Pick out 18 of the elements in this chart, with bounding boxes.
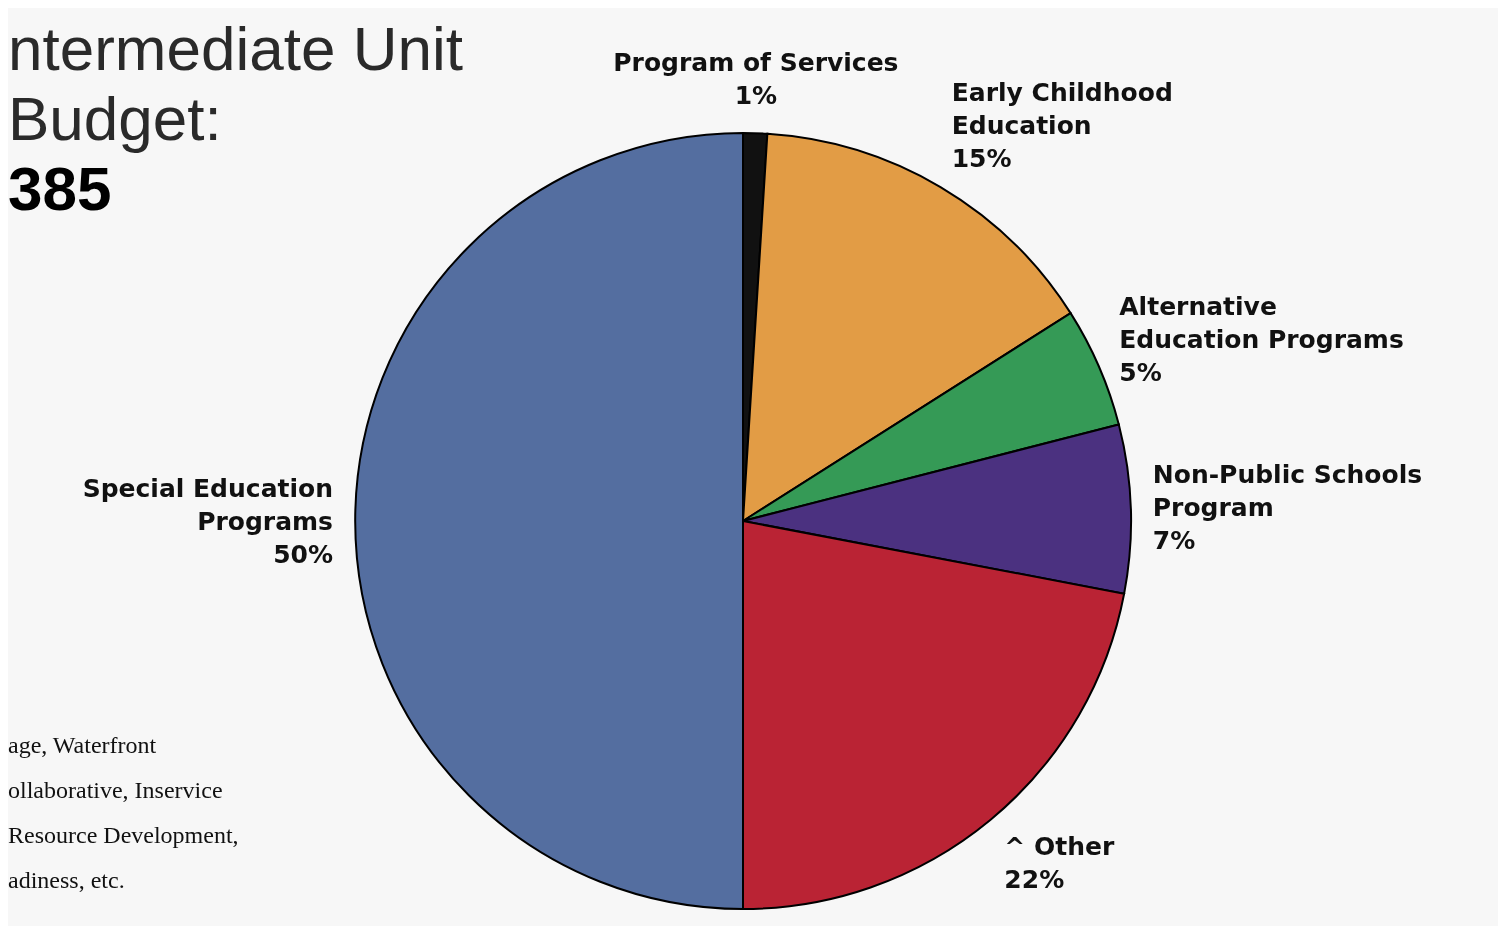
slice-label: Program of Services (613, 47, 899, 77)
data-label: 15% (951, 143, 1012, 173)
data-label: 5% (1119, 357, 1162, 387)
slice-label: Non-Public Schools Program (1152, 459, 1423, 522)
chart-title: ntermediate Unit Budget: (8, 14, 463, 154)
text: 385 (8, 154, 113, 224)
slice-label: Early Childhood Education (951, 77, 1173, 140)
slice-label: ^ Other (1004, 831, 1115, 861)
data-label: 50% (273, 539, 333, 569)
text: age, Waterfront (8, 731, 158, 760)
slice-label: Alternative Education Programs (1119, 291, 1404, 354)
data-label: 7% (1152, 525, 1196, 555)
text: adiness, etc. (8, 866, 126, 895)
text: Resource Development, (8, 821, 239, 850)
data-label: 1% (734, 80, 778, 110)
data-label: 22% (1004, 864, 1065, 894)
slice-label: Special Education Programs (82, 473, 333, 536)
text: ollaborative, Inservice (8, 776, 224, 805)
